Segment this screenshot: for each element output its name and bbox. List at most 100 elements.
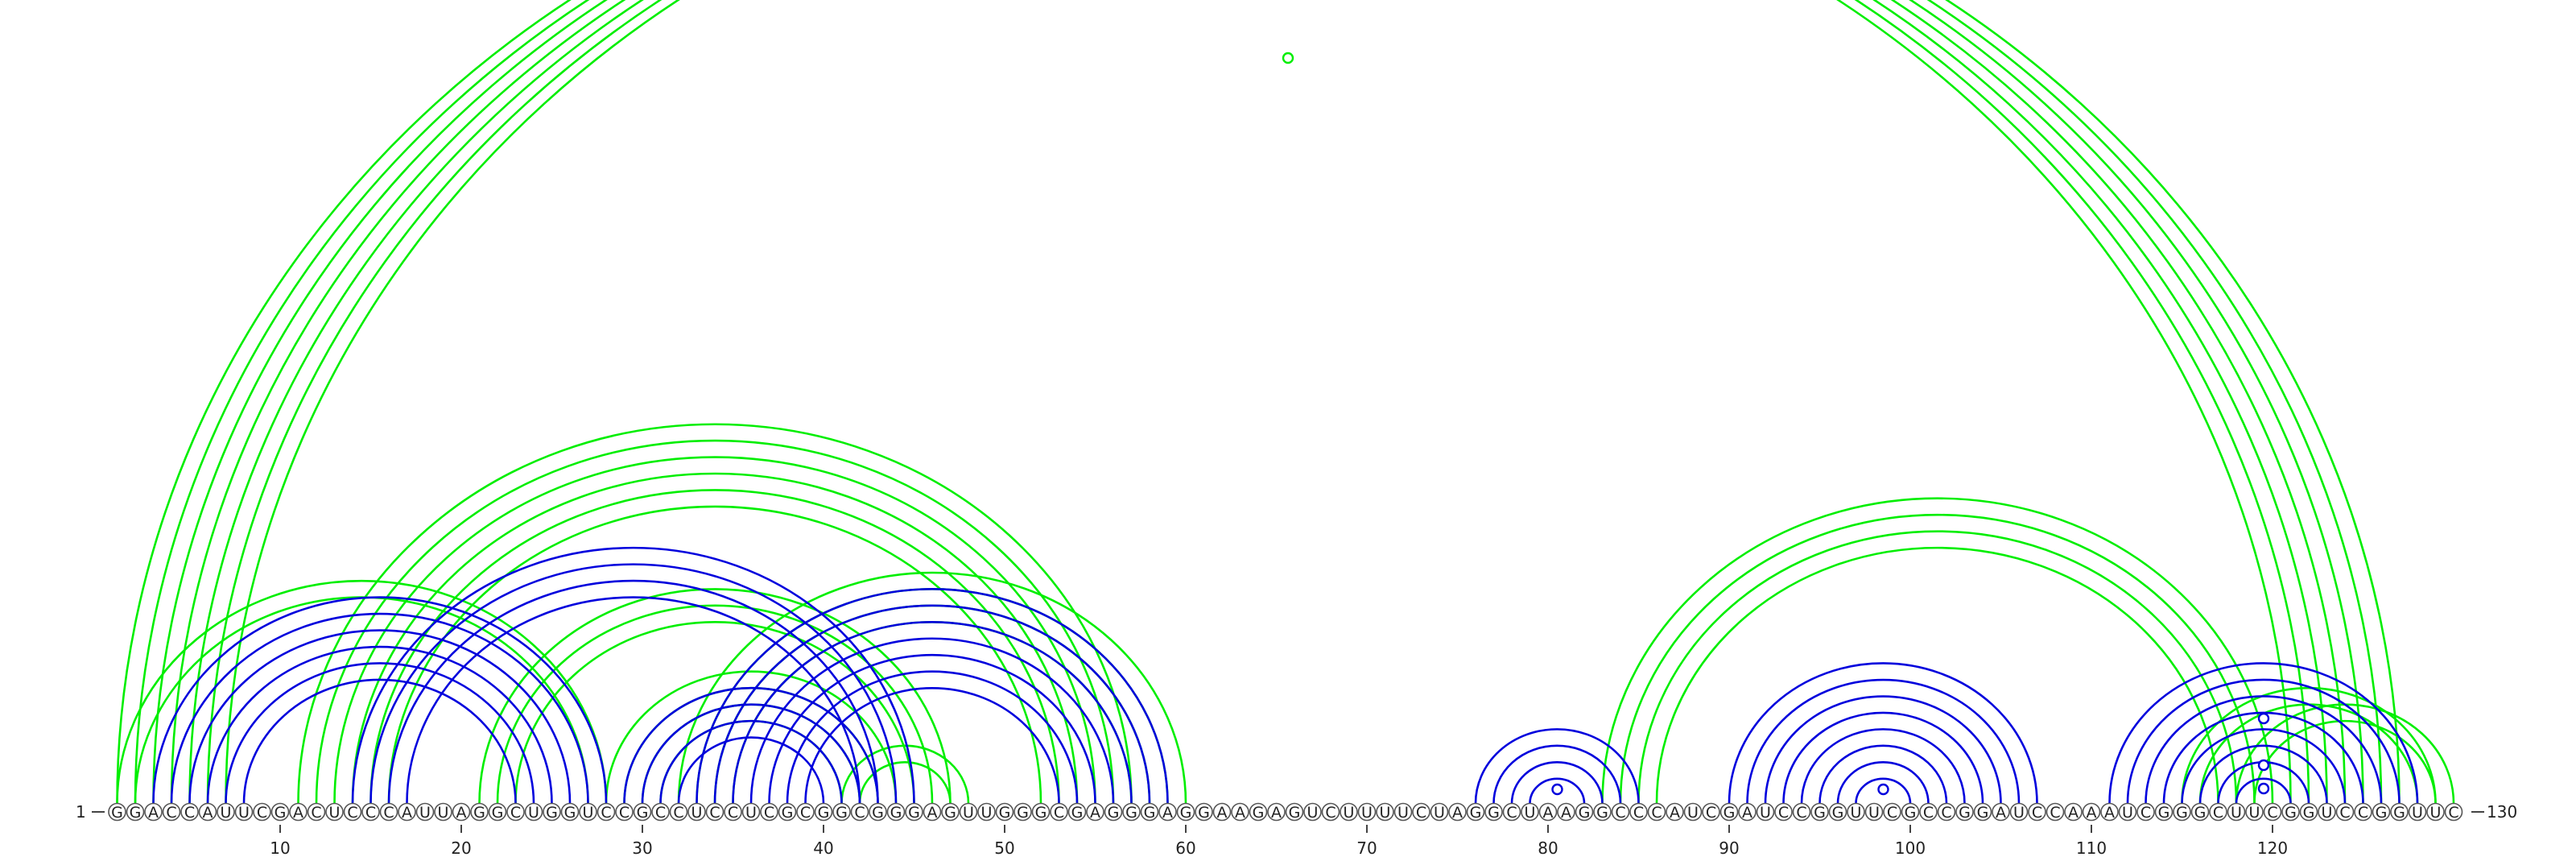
pair-arc-blue <box>786 670 1079 804</box>
nucleotide-circle <box>289 802 308 822</box>
tick-label: 40 <box>813 838 833 857</box>
nucleotide-circle <box>1847 802 1865 822</box>
nucleotide-letter: C <box>2050 804 2060 822</box>
nucleotide-letter: G <box>2393 804 2405 822</box>
nucleotide-circle <box>1231 802 1249 822</box>
nucleotide-letter: C <box>2213 804 2223 822</box>
nucleotide-circle <box>1249 802 1268 822</box>
nucleotide-letter: G <box>2158 804 2170 822</box>
pair-arc-blue <box>2126 678 2401 804</box>
nucleotide-letter: G <box>1289 804 1301 822</box>
nucleotide-circle <box>1393 802 1413 822</box>
nucleotide-letter: U <box>438 804 449 822</box>
nucleotide-letter: G <box>1071 804 1084 822</box>
nucleotide-letter: G <box>999 804 1011 822</box>
nucleotide-circle <box>2100 802 2119 822</box>
nucleotide-letter: C <box>1506 804 1517 822</box>
nucleotide-circle <box>361 802 380 822</box>
nucleotide-letter: C <box>1778 804 1789 822</box>
nucleotide-circle <box>1412 802 1430 822</box>
nucleotide-letter: G <box>1470 804 1482 822</box>
nucleotide-letter: G <box>1180 804 1192 822</box>
nucleotide-letter: A <box>1742 804 1752 822</box>
pair-arc-green <box>116 0 2292 804</box>
nucleotide-letter: C <box>1633 804 1644 822</box>
pair-arc-green <box>858 761 952 804</box>
nucleotide-circle <box>760 802 778 822</box>
tick-label: 70 <box>1356 838 1377 857</box>
nucleotide-circle <box>126 802 145 822</box>
nucleotide-letter: C <box>166 804 176 822</box>
nucleotide-circle <box>560 802 580 822</box>
nucleotide-letter: C <box>764 804 774 822</box>
nucleotide-letter: A <box>1561 804 1571 822</box>
nucleotide-letter: C <box>383 804 394 822</box>
nucleotide-letter: C <box>854 804 865 822</box>
nucleotide-letter: C <box>2267 804 2277 822</box>
nucleotide-letter: C <box>510 804 521 822</box>
pair-arc-blue <box>2235 777 2292 804</box>
nucleotide-letter: C <box>1416 804 1426 822</box>
nucleotide-circle <box>1647 802 1666 822</box>
pair-arc-blue <box>1474 728 1640 804</box>
nucleotide-circle <box>1629 802 1648 822</box>
nucleotide-letter: A <box>1162 804 1173 822</box>
nucleotide-letter: A <box>1670 804 1680 822</box>
nucleotide-circle <box>905 802 923 822</box>
nucleotide-circle <box>1267 802 1286 822</box>
nucleotide-letter: G <box>872 804 884 822</box>
nucleotide-letter: U <box>1344 804 1355 822</box>
pair-arc-blue <box>1728 662 2038 804</box>
nucleotide-letter: G <box>2376 804 2388 822</box>
nucleotide-circle <box>198 802 217 822</box>
nucleotide-letter: U <box>2430 804 2442 822</box>
nucleotide-circle <box>1792 802 1811 822</box>
nucleotide-circle <box>270 802 290 822</box>
pair-arc-blue <box>1746 678 2021 804</box>
nucleotide-circle <box>1340 802 1358 822</box>
nucleotide-letter: G <box>546 804 558 822</box>
nucleotide-letter: A <box>2104 804 2115 822</box>
nucleotide-circle <box>217 802 235 822</box>
nucleotide-letter: C <box>365 804 376 822</box>
nucleotide-letter: U <box>1307 804 1319 822</box>
nucleotide-letter: A <box>1543 804 1554 822</box>
nucleotide-letter: U <box>1760 804 1771 822</box>
nucleotide-circle <box>778 802 797 822</box>
pair-arc-blue <box>2145 695 2383 804</box>
nucleotide-circle <box>415 802 435 822</box>
nucleotide-circle <box>2118 802 2137 822</box>
pair-arc-green <box>605 670 898 804</box>
nucleotide-circle <box>398 802 416 822</box>
nucleotide-circle <box>2136 802 2155 822</box>
nucleotide-circle <box>669 802 688 822</box>
nucleotide-letter: A <box>1452 804 1463 822</box>
nucleotide-letter: G <box>836 804 848 822</box>
nucleotide-letter: U <box>583 804 594 822</box>
nucleotide-circle <box>2173 802 2191 822</box>
nucleotide-circle <box>1212 802 1232 822</box>
nucleotide-letter: U <box>981 804 993 822</box>
nucleotide-circle <box>2028 802 2046 822</box>
nucleotide-letter: G <box>782 804 794 822</box>
pair-arc-blue <box>369 563 898 804</box>
nucleotide-circle <box>1521 802 1539 822</box>
nucleotide-letter: C <box>601 804 611 822</box>
nucleotide-circle <box>2318 802 2336 822</box>
pair-arc-blue <box>1800 728 1966 804</box>
nucleotide-letter: G <box>2303 804 2315 822</box>
nucleotide-circle <box>869 802 887 822</box>
nucleotide-circle <box>2245 802 2264 822</box>
nucleotide-circle <box>379 802 398 822</box>
nucleotide-letter: A <box>1996 804 2006 822</box>
nucleotide-circle <box>2390 802 2409 822</box>
nucleotide-letter: G <box>1253 804 1265 822</box>
nucleotide-letter: G <box>944 804 956 822</box>
pair-arc-green <box>170 0 2347 804</box>
pair-arc-blue <box>152 596 608 804</box>
pair-arc-blue <box>623 686 879 804</box>
tick-label: 60 <box>1175 838 1195 857</box>
nucleotide-circle <box>886 802 906 822</box>
nucleotide-circle <box>1376 802 1394 822</box>
